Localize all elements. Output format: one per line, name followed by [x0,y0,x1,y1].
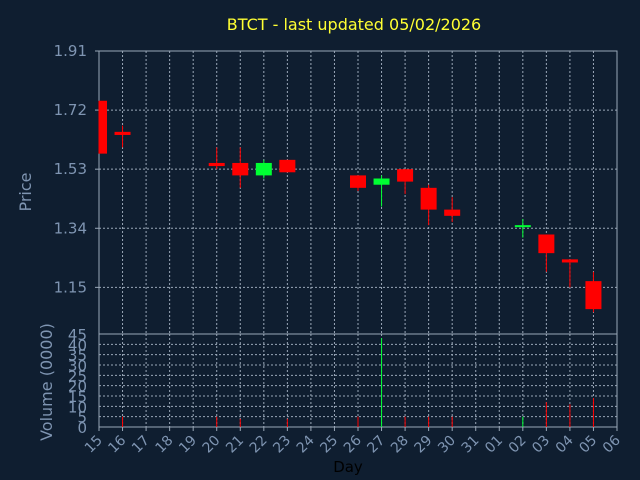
x-tick-label: 29 [412,433,436,457]
x-tick-label: 05 [576,433,600,457]
price-tick-label: 1.72 [54,101,87,119]
x-tick-label: 24 [294,432,318,456]
candle-body [279,159,296,173]
candle-body [373,178,390,185]
candle-21 [232,147,249,188]
candle-04 [561,259,578,288]
x-tick-label: 20 [200,433,224,457]
x-tick-label: 17 [129,433,153,457]
x-tick-label: 18 [153,433,177,457]
candle-26 [350,175,366,191]
candle-body [99,100,107,154]
candle-body [561,259,578,263]
x-tick-label: 16 [105,432,129,456]
candle-28 [397,169,414,195]
x-axis-label: Day [333,458,363,476]
volume-tick-label: 10 [68,398,87,416]
candle-30 [444,197,461,223]
volume-bars [122,338,594,427]
x-tick-label: 03 [529,433,553,457]
chart-title: BTCT - last updated 05/02/2026 [227,15,481,34]
price-axis-label: Price [16,172,35,211]
price-panel: 1.91 1.72 1.53 1.34 1.15 [54,42,618,335]
x-tick-label: 25 [317,433,341,457]
candle-29 [420,184,437,226]
x-tick-label: 06 [600,432,624,456]
candle-body [444,209,461,216]
x-tick-label: 28 [388,433,412,457]
volume-tick-label: 30 [68,357,87,375]
price-tick-label: 1.53 [54,160,87,178]
candle-22 [255,159,272,179]
candles [98,100,602,313]
candle-15 [98,100,107,154]
candle-20 [208,147,225,170]
x-tick-label: 22 [247,433,271,457]
x-tick-label: 21 [223,433,247,457]
candle-05 [585,271,602,313]
volume-tick-label: 35 [68,347,87,365]
candle-body [255,162,272,176]
candle-02 [514,218,531,238]
volume-tick-label: 25 [68,367,87,385]
volume-tick-label: 5 [77,409,87,427]
volume-grid [99,334,617,427]
volume-tick-label: 0 [77,419,87,437]
volume-tick-label: 45 [68,326,87,344]
price-tick-label: 1.34 [54,219,87,237]
candle-body [350,175,366,188]
x-tick-label: 23 [270,433,294,457]
x-tick-label: 19 [176,433,200,457]
x-tick-label: 27 [364,433,388,457]
volume-tick-label: 40 [68,336,87,354]
candle-23 [279,159,296,173]
candle-body [420,187,437,210]
price-tick-label: 1.91 [54,42,87,60]
candle-03 [538,234,555,272]
candle-body [397,169,414,182]
x-tick-label: 01 [482,433,506,457]
candle-body [114,131,131,135]
price-tick-label: 1.15 [54,278,87,296]
price-grid [99,50,617,334]
volume-tick-label: 20 [68,378,87,396]
candle-body [538,234,555,254]
candle-body [208,162,225,167]
x-ticks: 15 16 17 18 19 20 21 22 23 24 25 26 27 28 29 30 31 01 02 03… [82,427,624,456]
x-tick-label: 04 [553,432,577,456]
x-tick-label: 31 [459,433,483,457]
x-tick-label: 02 [506,433,530,457]
price-y-ticks: 1.91 1.72 1.53 1.34 1.15 [54,42,99,296]
x-tick-label: 26 [341,432,365,456]
volume-axis-label: Volume (0000) [37,323,56,441]
candle-body [514,225,531,228]
volume-tick-label: 15 [68,388,87,406]
x-tick-label: 30 [435,433,459,457]
candle-16 [114,125,131,148]
candle-body [232,162,249,176]
candle-body [585,281,602,310]
candle-27 [373,175,390,207]
